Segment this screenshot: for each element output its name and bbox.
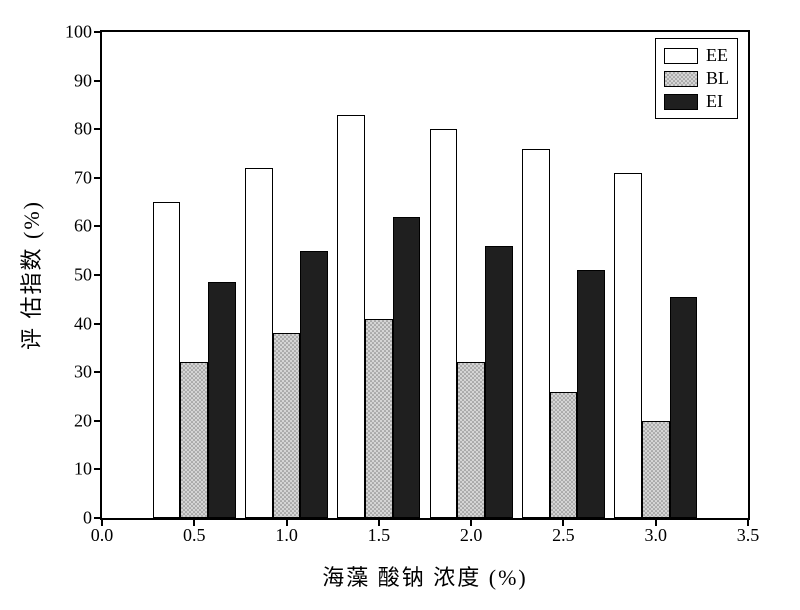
bar-EE xyxy=(337,115,365,518)
x-tick-label: 2.0 xyxy=(451,525,491,546)
bar-BL xyxy=(642,421,670,518)
legend-label: EE xyxy=(706,45,728,66)
bar-EI xyxy=(208,282,236,518)
x-tick-label: 0.5 xyxy=(174,525,214,546)
x-tick xyxy=(470,520,472,526)
x-tick xyxy=(378,520,380,526)
legend-item: EI xyxy=(664,91,729,112)
bar-EI xyxy=(485,246,513,518)
x-tick-label: 1.5 xyxy=(359,525,399,546)
y-tick-label: 10 xyxy=(52,459,92,480)
chart-container: EEBLEI 评 估指数 (%) 海藻 酸钠 浓度 (%) 0102030405… xyxy=(0,0,800,610)
bar-EE xyxy=(522,149,550,518)
y-tick-label: 20 xyxy=(52,410,92,431)
x-tick xyxy=(562,520,564,526)
legend-label: BL xyxy=(706,68,729,89)
bar-EI xyxy=(670,297,698,518)
bar-BL xyxy=(273,333,301,518)
bar-EE xyxy=(245,168,273,518)
legend-swatch xyxy=(664,94,698,110)
legend: EEBLEI xyxy=(655,38,738,119)
y-tick-label: 40 xyxy=(52,313,92,334)
x-tick xyxy=(193,520,195,526)
bar-BL xyxy=(180,362,208,518)
y-tick-label: 30 xyxy=(52,362,92,383)
bar-EE xyxy=(430,129,458,518)
legend-item: BL xyxy=(664,68,729,89)
y-tick-label: 60 xyxy=(52,216,92,237)
bar-EI xyxy=(577,270,605,518)
x-tick-label: 1.0 xyxy=(267,525,307,546)
bar-EI xyxy=(300,251,328,518)
y-tick xyxy=(94,371,100,373)
y-tick-label: 80 xyxy=(52,119,92,140)
x-tick-label: 3.0 xyxy=(636,525,676,546)
plot-area: EEBLEI xyxy=(100,30,750,520)
bar-BL xyxy=(550,392,578,518)
x-tick-label: 0.0 xyxy=(82,525,122,546)
y-tick xyxy=(94,80,100,82)
legend-swatch xyxy=(664,71,698,87)
x-axis-label: 海藻 酸钠 浓度 (%) xyxy=(322,560,527,592)
x-tick xyxy=(101,520,103,526)
y-tick-label: 70 xyxy=(52,167,92,188)
y-axis-label: 评 估指数 (%) xyxy=(14,200,46,350)
legend-label: EI xyxy=(706,91,723,112)
legend-item: EE xyxy=(664,45,729,66)
y-tick xyxy=(94,128,100,130)
y-tick xyxy=(94,31,100,33)
y-tick xyxy=(94,177,100,179)
x-tick xyxy=(655,520,657,526)
x-tick-label: 3.5 xyxy=(728,525,768,546)
bar-BL xyxy=(457,362,485,518)
y-tick xyxy=(94,274,100,276)
bar-EI xyxy=(393,217,421,518)
bar-BL xyxy=(365,319,393,518)
x-tick xyxy=(747,520,749,526)
y-tick xyxy=(94,323,100,325)
y-tick-label: 90 xyxy=(52,70,92,91)
y-tick-label: 50 xyxy=(52,265,92,286)
y-tick xyxy=(94,517,100,519)
y-tick xyxy=(94,468,100,470)
y-tick xyxy=(94,225,100,227)
y-tick xyxy=(94,420,100,422)
legend-swatch xyxy=(664,48,698,64)
bar-EE xyxy=(614,173,642,518)
x-tick xyxy=(286,520,288,526)
y-tick-label: 100 xyxy=(52,22,92,43)
bar-EE xyxy=(153,202,181,518)
x-tick-label: 2.5 xyxy=(543,525,583,546)
